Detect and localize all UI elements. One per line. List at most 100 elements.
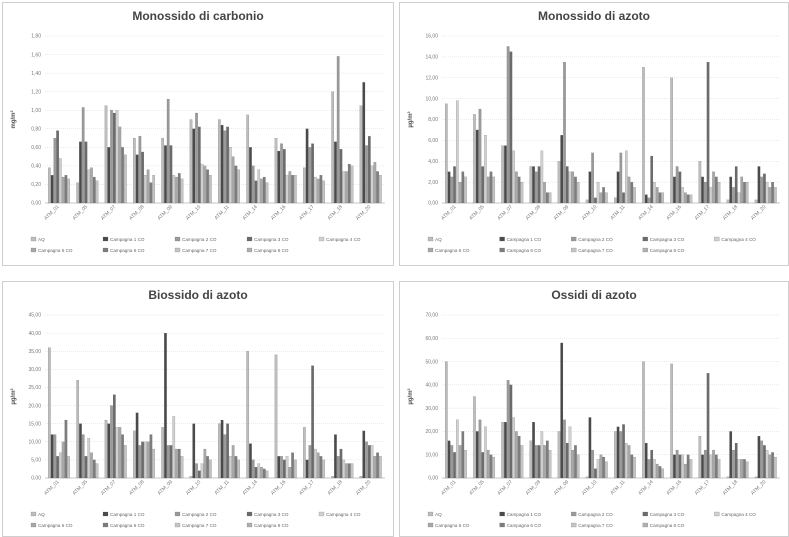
bar — [605, 461, 608, 479]
x-tick-label: ATM_10 — [185, 479, 202, 496]
bar — [706, 373, 710, 479]
bar — [87, 169, 91, 204]
bar — [591, 449, 594, 479]
x-tick-label: ATM_11 — [213, 204, 230, 221]
x-tick-label: ATM_14 — [242, 479, 259, 496]
chart-title: Ossidi di azoto — [551, 288, 636, 302]
y-tick-label: 16,00 — [425, 34, 438, 40]
x-tick-label: ATM_11 — [609, 204, 626, 221]
x-tick-label: ATM_10 — [581, 204, 598, 221]
bar — [453, 166, 456, 204]
bar — [149, 434, 153, 479]
bar — [461, 171, 465, 204]
bar — [594, 468, 597, 479]
bar — [774, 187, 777, 204]
bar — [319, 175, 323, 204]
bar — [501, 145, 504, 204]
bar — [331, 476, 334, 479]
legend-label: Campagna 1 CO — [110, 512, 145, 517]
bar — [288, 467, 292, 479]
legend-swatch — [571, 522, 577, 528]
bar — [473, 114, 476, 204]
chart-title: Biossido di azoto — [148, 288, 247, 302]
bar — [367, 136, 371, 204]
x-tick-label: ATM_07 — [100, 204, 117, 221]
bar — [661, 468, 665, 479]
bar — [231, 156, 235, 204]
bar — [277, 456, 281, 479]
bar — [177, 448, 181, 479]
bar — [180, 178, 184, 204]
bar — [84, 456, 88, 479]
bar — [768, 187, 772, 204]
bar — [76, 182, 79, 204]
x-tick-label: ATM_07 — [100, 479, 117, 496]
x-tick-label: ATM_07 — [496, 204, 513, 221]
x-tick-label: ATM_10 — [581, 479, 598, 496]
y-axis-label: mg/m³ — [10, 110, 17, 128]
bar — [678, 171, 682, 204]
bar — [673, 176, 676, 204]
bar — [365, 145, 368, 204]
bar — [197, 126, 201, 204]
legend-label: AQ — [435, 237, 442, 242]
bar — [362, 430, 366, 479]
chart-svg: Monossido di azoto µg/m³ 0,00 2,00 4,00 6,00 8… — [407, 9, 780, 253]
bar — [234, 165, 238, 204]
bar — [512, 417, 515, 479]
y-tick-label: 1,20 — [31, 89, 41, 95]
x-tick-label: ATM_16 — [665, 479, 682, 496]
bar — [345, 171, 348, 204]
bar — [237, 459, 240, 479]
legend-swatch — [318, 511, 325, 517]
bar — [684, 463, 687, 479]
legend-label: AQ — [38, 512, 45, 517]
bar — [712, 171, 715, 204]
bar — [319, 456, 323, 479]
y-tick-label: 12,00 — [425, 75, 438, 81]
bar — [90, 452, 93, 479]
bar — [594, 197, 597, 204]
bar — [294, 459, 297, 479]
bar — [501, 422, 504, 479]
bar — [152, 175, 155, 204]
bar — [135, 154, 139, 204]
bar — [118, 427, 122, 479]
bar — [532, 166, 535, 204]
legend-label: Campagna 3 CO — [254, 512, 289, 517]
bar — [732, 187, 735, 204]
bar — [161, 427, 164, 479]
bar — [627, 176, 631, 204]
legend-swatch — [499, 247, 505, 253]
legend-label: Campagna 7 CO — [182, 523, 217, 528]
legend-swatch — [642, 236, 648, 242]
bar — [509, 51, 513, 204]
bar — [305, 459, 309, 479]
x-tick-label: ATM_17 — [694, 204, 711, 221]
bar — [195, 112, 198, 204]
bar — [475, 431, 479, 479]
bar — [280, 143, 283, 204]
bar — [376, 171, 379, 204]
bar — [118, 126, 122, 204]
y-tick-label: 1,00 — [31, 108, 41, 114]
bar — [339, 448, 343, 479]
bar — [152, 448, 155, 479]
x-tick-label: ATM_18 — [722, 204, 739, 221]
bar — [568, 426, 572, 479]
y-tick-label: 0,40 — [31, 164, 41, 170]
bar — [339, 149, 343, 204]
bar — [537, 166, 541, 204]
bar — [282, 459, 286, 479]
bar — [322, 180, 325, 204]
bar — [622, 424, 625, 479]
bar — [200, 463, 204, 479]
bar — [576, 454, 580, 479]
legend-swatch — [246, 236, 253, 242]
bar — [138, 445, 142, 479]
bar — [251, 165, 255, 204]
bar — [104, 105, 108, 204]
bar — [647, 459, 651, 479]
legend-swatch — [318, 236, 325, 242]
bar — [492, 456, 496, 479]
